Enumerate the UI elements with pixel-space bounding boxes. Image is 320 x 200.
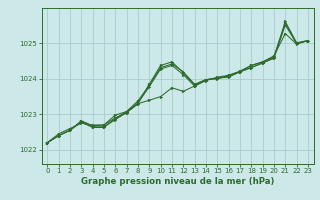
X-axis label: Graphe pression niveau de la mer (hPa): Graphe pression niveau de la mer (hPa) (81, 177, 274, 186)
